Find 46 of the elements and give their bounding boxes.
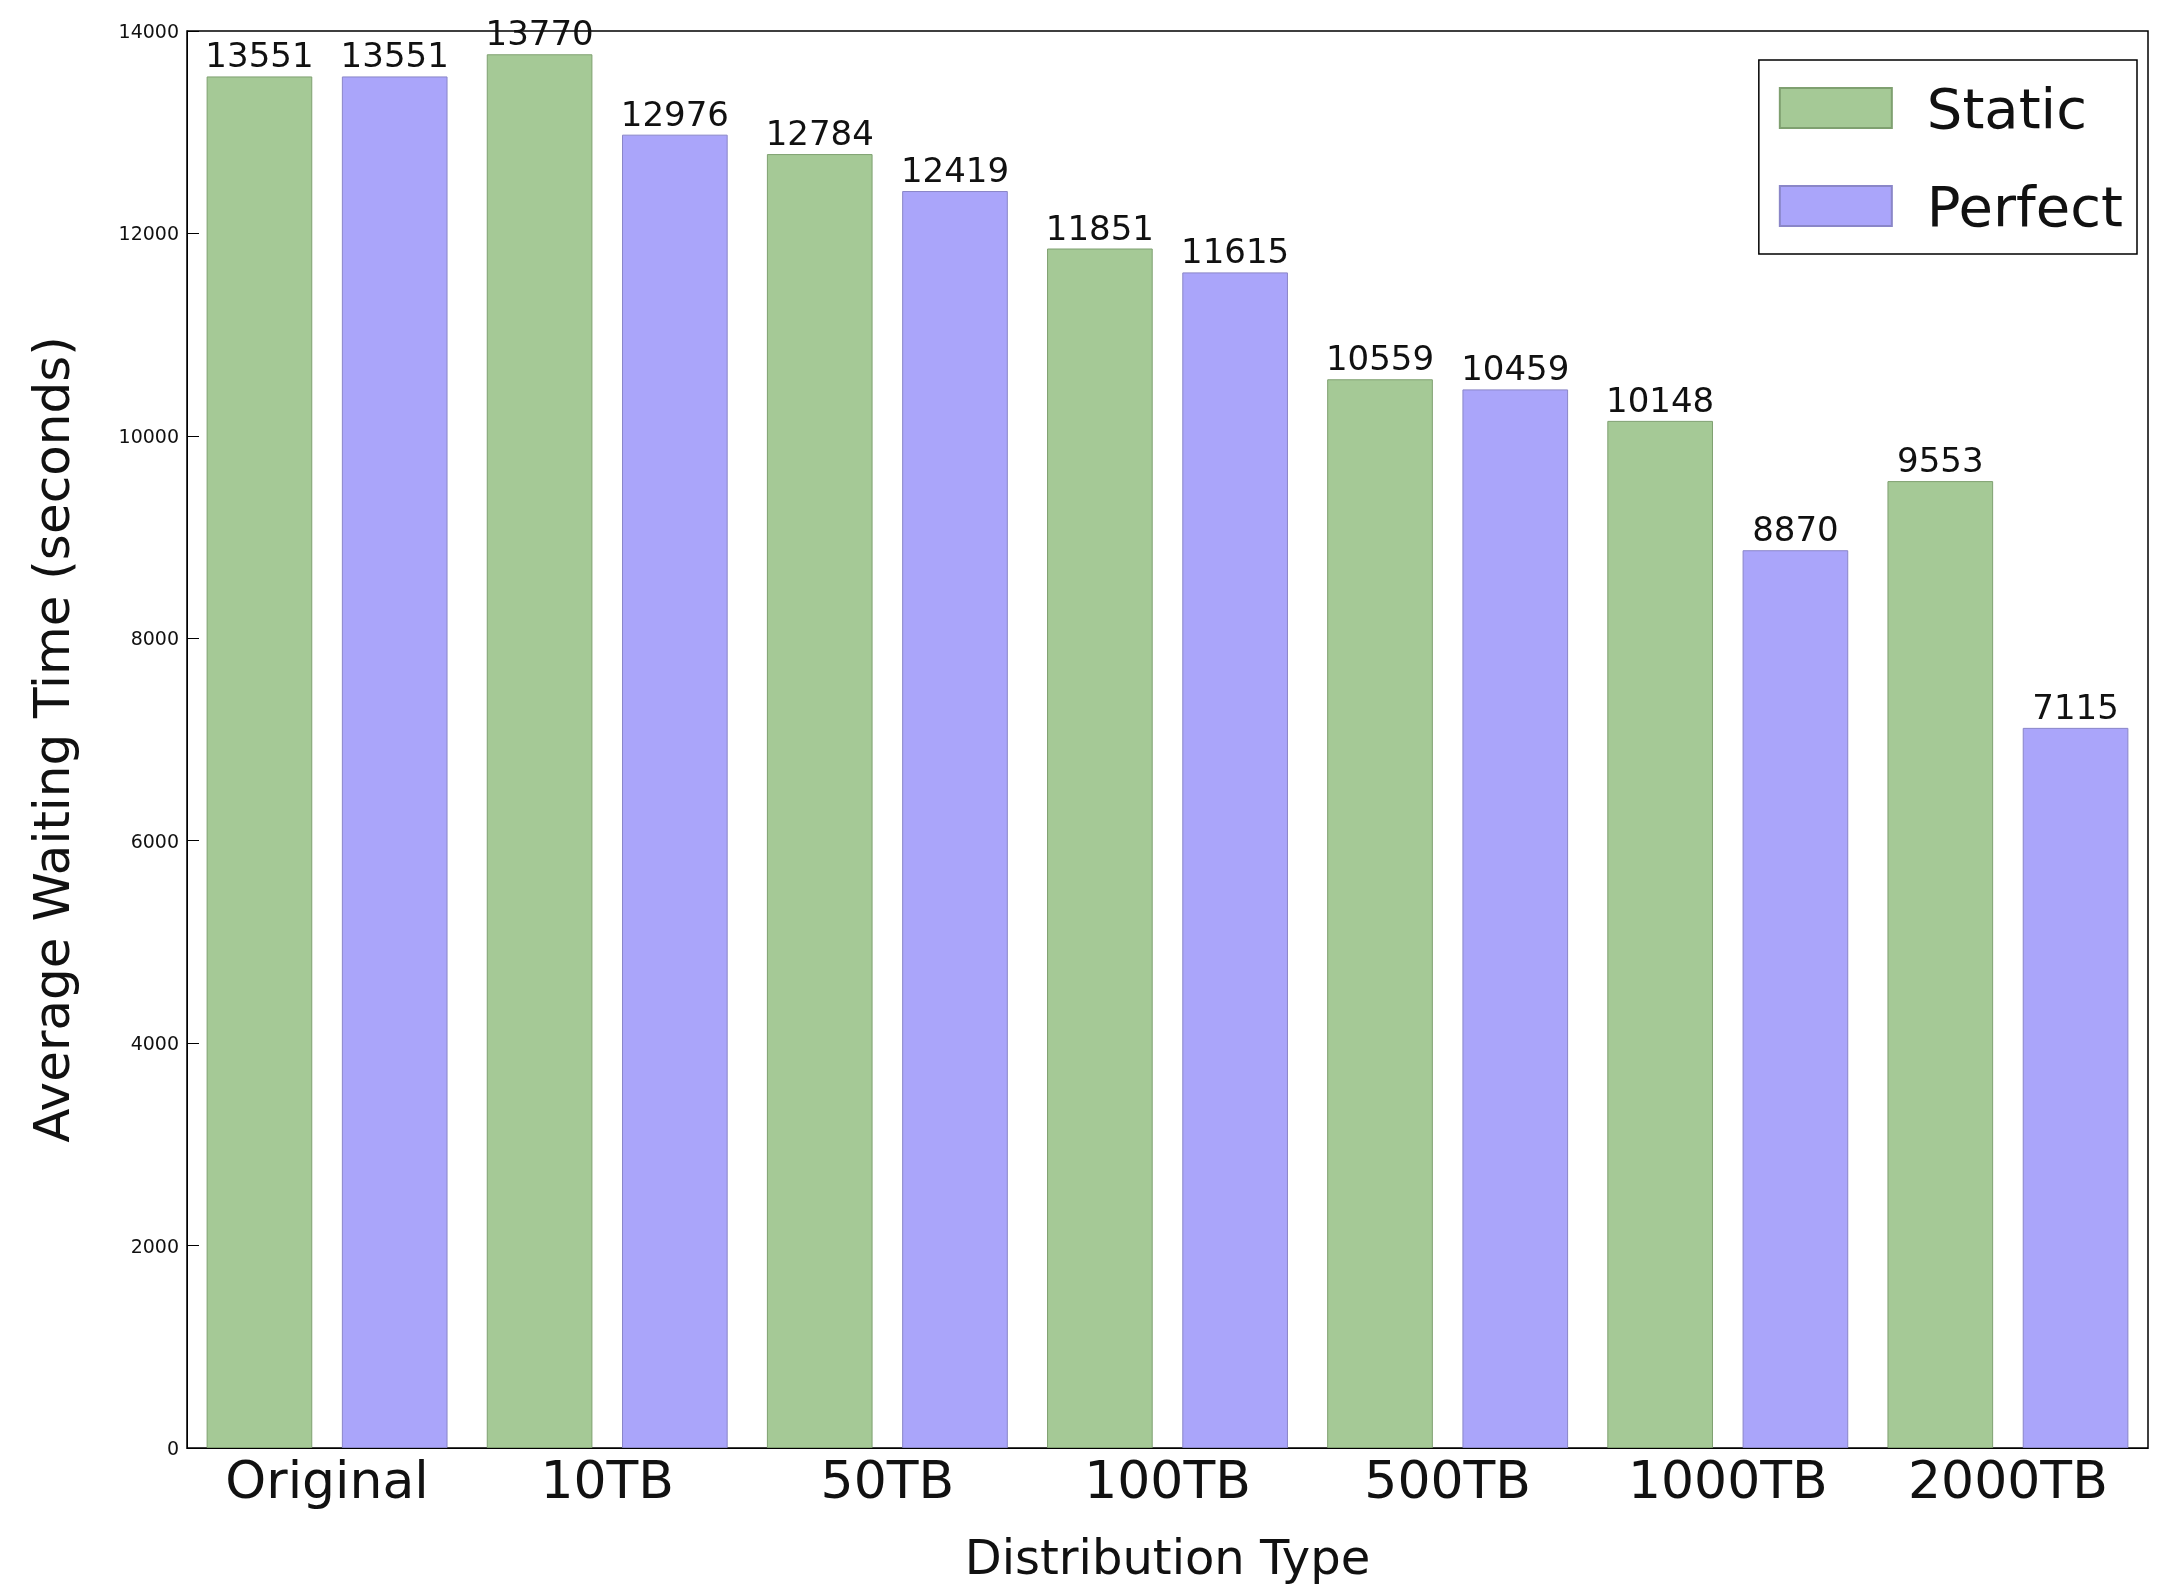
y-axis-title: Average Waiting Time (seconds) <box>23 336 81 1143</box>
bar <box>2022 727 2129 1448</box>
data-label: 8870 <box>1752 509 1839 550</box>
data-label: 9553 <box>1897 440 1984 481</box>
legend-label: Static <box>1926 75 2087 141</box>
bar <box>1887 481 1994 1448</box>
x-tick-label: 10TB <box>540 1450 675 1510</box>
y-tick-label: 2000 <box>130 1234 179 1257</box>
bar <box>1742 550 1849 1448</box>
x-tick-label: 1000TB <box>1627 1450 1828 1510</box>
bar <box>902 191 1008 1448</box>
data-label: 11615 <box>1181 231 1290 272</box>
bar <box>766 154 873 1448</box>
y-tick-label: 14000 <box>118 20 179 42</box>
bar <box>206 76 313 1448</box>
data-label: 12784 <box>765 113 874 154</box>
data-label: 7115 <box>2032 686 2119 727</box>
x-tick-label: 100TB <box>1084 1450 1251 1510</box>
x-tick-label: Original <box>225 1450 429 1510</box>
bar <box>1327 379 1433 1448</box>
x-tick-label: 2000TB <box>1908 1450 2108 1510</box>
y-tick-label: 10000 <box>118 424 179 447</box>
bar <box>1607 420 1713 1448</box>
y-tick-label: 8000 <box>130 627 179 650</box>
data-label: 13551 <box>340 35 449 76</box>
y-tick-label: 4000 <box>130 1032 179 1055</box>
data-label: 10148 <box>1606 379 1715 420</box>
bar <box>1462 389 1569 1448</box>
y-tick-label: 12000 <box>118 222 179 245</box>
x-tick-label: 500TB <box>1364 1450 1531 1510</box>
data-label: 10459 <box>1461 348 1570 389</box>
bar <box>1047 248 1153 1448</box>
data-label: 12419 <box>900 150 1010 191</box>
data-label: 12976 <box>620 93 729 134</box>
bar <box>341 76 448 1448</box>
bar <box>622 134 728 1448</box>
bar <box>486 54 593 1448</box>
bar <box>1182 272 1288 1448</box>
x-axis-title: Distribution Type <box>964 1529 1371 1585</box>
y-tick-label: 0 <box>166 1437 179 1459</box>
data-label: 13551 <box>205 35 314 76</box>
data-label: 10559 <box>1325 338 1435 379</box>
legend-label: Perfect <box>1926 173 2124 239</box>
y-tick-label: 6000 <box>130 829 179 852</box>
data-label: 11851 <box>1045 207 1154 248</box>
x-tick-label: 50TB <box>820 1450 955 1510</box>
